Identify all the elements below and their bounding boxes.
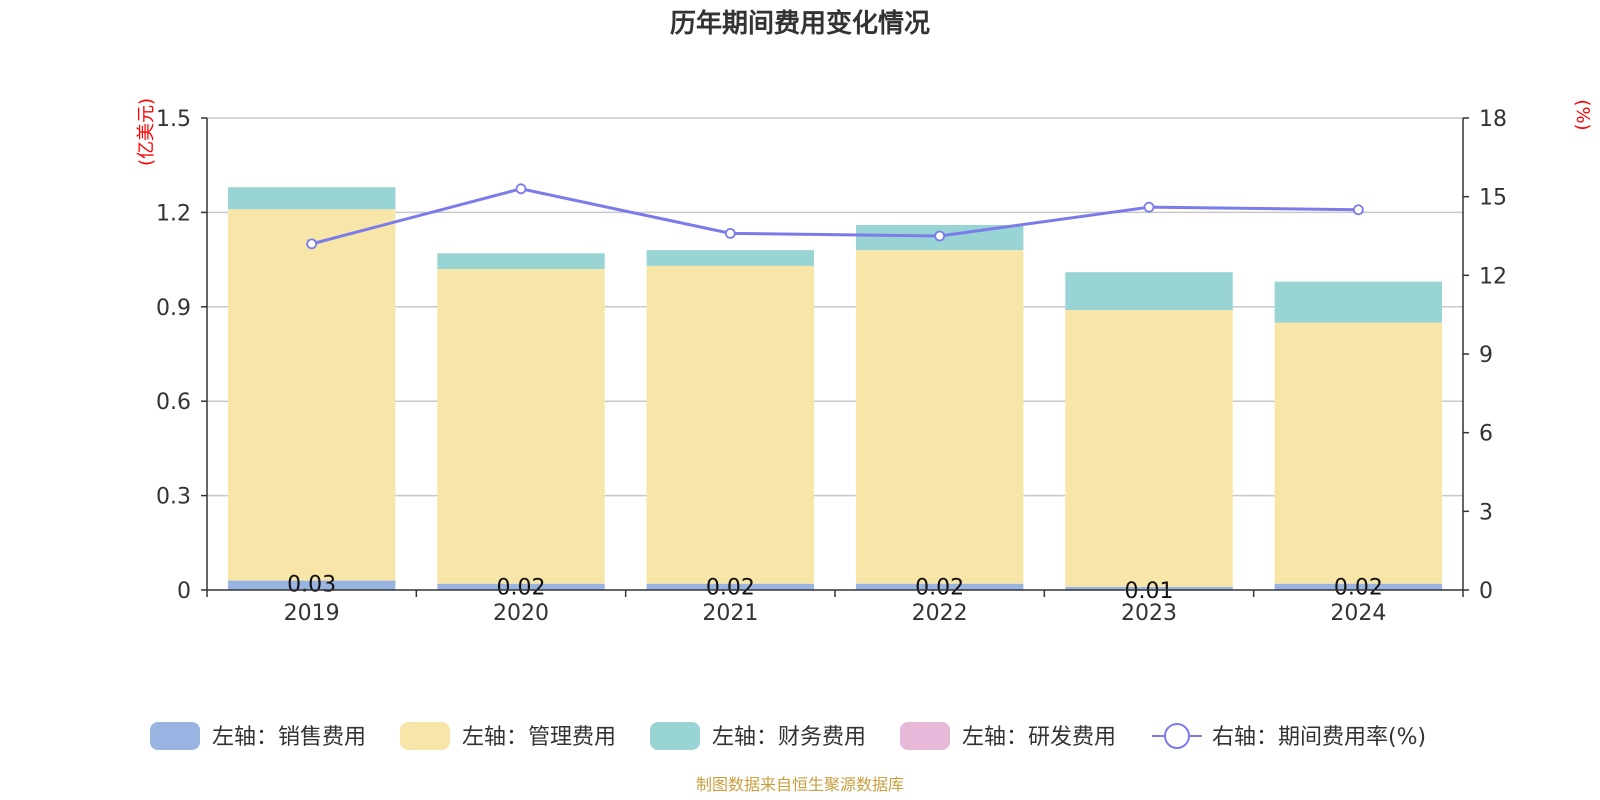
data-label-2023: 0.01 (1125, 579, 1174, 604)
rate-point-2022 (934, 230, 946, 242)
bars-group (227, 187, 1443, 590)
x-axis-label: 2022 (912, 601, 968, 626)
bar-3-2019 (227, 187, 396, 210)
right-axis-unit: (%) (1572, 99, 1593, 130)
right-axis-tick-label: 3 (1479, 500, 1493, 525)
x-axis-label: 2023 (1121, 601, 1177, 626)
rate-line (311, 187, 1359, 246)
chart-title: 历年期间费用变化情况 (670, 8, 930, 39)
data-label-2022: 0.02 (915, 576, 964, 601)
legend: 左轴：销售费用 左轴：管理费用 左轴：财务费用 左轴：研发费用 右轴：期间费用率(%) (150, 722, 1426, 750)
legend-swatch-4 (900, 722, 950, 750)
legend-label-1: 左轴：销售费用 (212, 725, 366, 750)
left-axis-unit: (亿美元) (136, 98, 157, 166)
rate-point-2019 (306, 238, 318, 250)
bar-3-2023 (1065, 272, 1233, 310)
legend-swatch-3 (650, 722, 700, 750)
legend-label-4: 左轴：研发费用 (962, 725, 1116, 750)
bar-2-2021 (646, 265, 815, 584)
bar-2-2019 (227, 209, 396, 581)
bar-2-2020 (437, 269, 605, 584)
rate-point-2023 (1143, 201, 1155, 213)
x-axis-label: 2021 (702, 601, 758, 626)
bar-1-2023 (1065, 586, 1233, 590)
legend-circle-icon (1164, 723, 1190, 749)
rate-point-2020 (515, 183, 527, 195)
x-axis-label: 2019 (284, 601, 340, 626)
bar-1-2019 (227, 580, 396, 590)
legend-label-rate: 右轴：期间费用率(%) (1212, 725, 1426, 750)
bar-1-2020 (437, 583, 605, 590)
data-source-note: 制图数据来自恒生聚源数据库 (696, 775, 904, 794)
bar-2-2023 (1065, 309, 1233, 587)
right-axis-tick-label: 0 (1479, 579, 1493, 604)
right-axis-tick-label: 9 (1479, 343, 1493, 368)
rate-point-2021 (724, 227, 736, 239)
bar-1-2024 (1274, 583, 1443, 590)
axes: 0 0.3 0.6 0.9 1.2 1.5 0 3 6 9 12 15 18 2019 2020 2021 20… (156, 107, 1507, 626)
left-axis-tick-label: 0.6 (156, 390, 191, 415)
legend-swatch-1 (150, 722, 200, 750)
bar-3-2024 (1274, 281, 1443, 323)
right-axis-tick-label: 12 (1479, 264, 1507, 289)
legend-label-2: 左轴：管理费用 (462, 725, 616, 750)
left-axis-tick-label: 0 (177, 579, 191, 604)
rate-line-group (306, 183, 1364, 250)
left-axis-tick-label: 1.5 (156, 107, 191, 132)
right-axis-tick-label: 18 (1479, 107, 1507, 132)
grid-lines (207, 117, 1463, 497)
left-axis-tick-label: 0.9 (156, 296, 191, 321)
legend-label-3: 左轴：财务费用 (712, 725, 866, 750)
data-labels: 0.03 0.02 0.02 0.02 0.01 0.02 (287, 573, 1383, 604)
right-axis-tick-label: 15 (1479, 186, 1507, 211)
bar-3-2020 (437, 253, 605, 270)
right-axis-tick-label: 6 (1479, 422, 1493, 447)
data-label-2024: 0.02 (1334, 576, 1383, 601)
legend-swatch-2 (400, 722, 450, 750)
data-label-2021: 0.02 (706, 576, 755, 601)
x-axis-label: 2020 (493, 601, 549, 626)
data-label-2019: 0.03 (287, 573, 336, 598)
left-axis-tick-label: 1.2 (156, 201, 191, 226)
bar-1-2022 (855, 583, 1024, 590)
bar-2-2024 (1274, 322, 1443, 584)
x-axis-label: 2024 (1330, 601, 1386, 626)
bar-3-2021 (646, 250, 815, 266)
rate-point-2024 (1352, 204, 1364, 216)
left-axis-tick-label: 0.3 (156, 485, 191, 510)
data-label-2020: 0.02 (497, 576, 546, 601)
bar-2-2022 (855, 250, 1024, 584)
bar-1-2021 (646, 583, 815, 590)
